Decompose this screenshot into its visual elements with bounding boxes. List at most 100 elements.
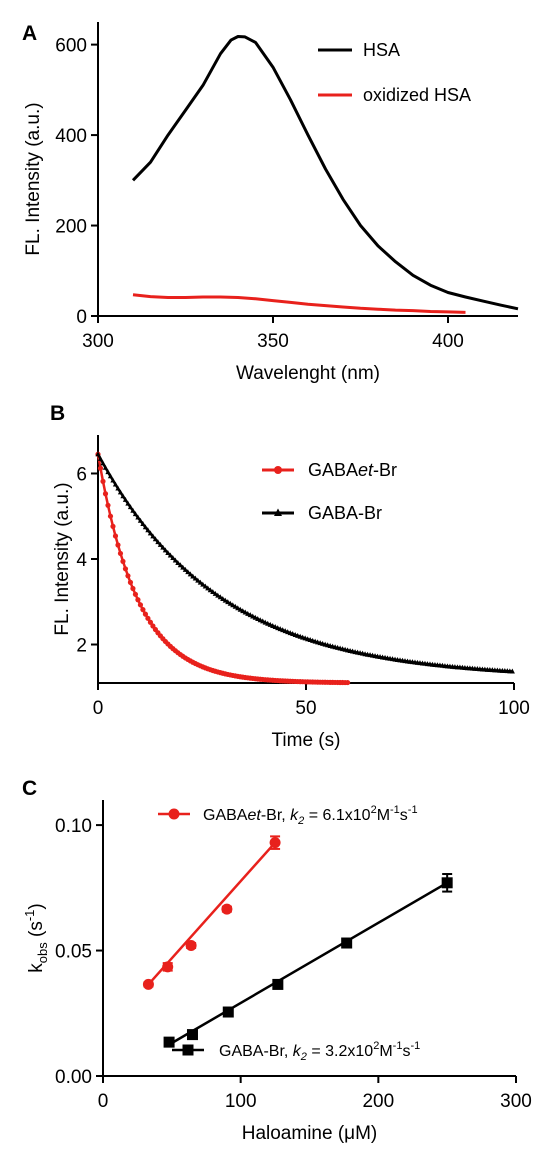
panel-b-point: [147, 530, 154, 536]
panel-b-point: [232, 603, 238, 609]
panel-c-x-tick-label: 100: [225, 1091, 257, 1112]
panel-b-point: [120, 558, 126, 564]
panel-b-point: [132, 511, 139, 517]
panel-b-point: [162, 547, 168, 553]
panel-c-point: [185, 940, 197, 952]
panel-b-point: [167, 552, 173, 558]
panel-b-point: [202, 583, 208, 589]
panel-b-point: [117, 550, 124, 557]
panel-a-series-line: [131, 35, 519, 311]
panel-b-point: [152, 536, 159, 542]
panel-b-point: [140, 521, 146, 527]
panel-b-point: [225, 599, 231, 605]
panel-b-legend-marker: [274, 466, 282, 474]
panel-b-point: [107, 473, 114, 479]
panel-b-point: [120, 493, 126, 499]
panel-b-point: [125, 500, 131, 506]
panel-c-point: [441, 877, 453, 889]
panel-b-point: [160, 544, 166, 550]
panel-b-point: [185, 569, 191, 575]
panel-b-point: [130, 507, 136, 513]
panel-b-point: [135, 597, 141, 603]
panel-b-point: [145, 527, 151, 533]
panel-b-point: [195, 577, 201, 583]
panel-c-x-tick-label: 200: [362, 1091, 394, 1112]
panel-a-x-tick-label: 350: [257, 331, 289, 352]
panel-a-x-axis-title: Wavelenght (nm): [236, 363, 380, 384]
panel-b-point: [170, 555, 176, 561]
panel-a-axes: [91, 22, 518, 323]
panel-c-point: [142, 978, 154, 990]
panel-b-point: [180, 564, 186, 570]
panel-c-point: [222, 1006, 234, 1018]
panel-a-y-tick-label: 0: [76, 307, 87, 328]
panel-c-letter: C: [22, 777, 37, 800]
panel-a-series-line: [132, 293, 466, 314]
panel-b-point: [105, 469, 111, 475]
panel-b-point: [172, 557, 178, 563]
panel-b-point: [97, 465, 104, 471]
panel-b-point: [155, 539, 161, 545]
panel-b-point: [107, 513, 114, 519]
panel-b-point: [200, 581, 206, 587]
panel-b-point: [175, 559, 181, 565]
panel-b-point: [217, 594, 223, 600]
panel-b-axes: [91, 435, 515, 690]
panel-b-point: [115, 485, 121, 491]
panel-b-point: [190, 573, 196, 579]
panel-c-fit-line: [168, 881, 448, 1046]
panel-b-point: [137, 602, 144, 608]
panel-b-y-tick-label: 2: [76, 636, 87, 657]
panel-b-point: [205, 585, 211, 591]
panel-b-point: [127, 504, 134, 510]
panel-a-x-tick-label: 400: [432, 331, 464, 352]
panel-b-point: [122, 496, 129, 502]
panel-c-fit-line: [147, 841, 277, 986]
panel-c-legend-marker: [182, 1044, 194, 1056]
panel-a-legend-label: oxidized HSA: [363, 85, 471, 105]
panel-c-legend-label: GABA-Br, k2 = 3.2x102M-1s-1: [219, 1040, 420, 1063]
panel-c-y-axis-title: kobs (s-1): [22, 903, 50, 972]
panel-b-point: [165, 549, 171, 555]
panel-b-y-axis-title: FL. Intensity (a.u.): [52, 482, 73, 635]
panel-b-point: [102, 464, 109, 470]
panel-b-point: [122, 566, 129, 572]
panel-b-point: [142, 524, 149, 530]
panel-b-point: [117, 489, 124, 495]
panel-b-point: [509, 668, 515, 674]
panel-b-point: [137, 517, 144, 523]
panel-b-x-tick-label: 0: [93, 698, 104, 719]
panel-b-point: [125, 573, 131, 579]
panel-c-legend-marker: [168, 808, 180, 820]
panel-b-point: [207, 587, 213, 593]
panel-b-point: [157, 541, 163, 547]
panel-b-x-axis-title: Time (s): [272, 730, 341, 751]
panel-b-point: [345, 679, 351, 686]
panel-a-y-tick-label: 200: [55, 217, 87, 238]
panel-b-letter: B: [50, 402, 65, 425]
panel-b: B 0 50 100 2 4 6 Time (s) FL. Intensity (a.u.) G…: [50, 402, 530, 751]
panel-b-point: [177, 562, 183, 568]
panel-b-point: [132, 591, 139, 597]
panel-b-point: [210, 589, 216, 595]
panel-b-point: [222, 597, 228, 603]
panel-b-point: [147, 619, 154, 625]
panel-b-y-tick-label: 6: [76, 464, 87, 485]
panel-b-legend-label: GABAet-Br: [308, 460, 397, 480]
panel-b-point: [115, 542, 121, 548]
panel-a-x-tick-label: 300: [82, 331, 114, 352]
panel-c-point: [269, 837, 281, 849]
panel-b-point: [220, 595, 226, 601]
panel-b-point: [187, 571, 193, 577]
panel-c-point: [162, 961, 174, 973]
panel-c-x-tick-label: 0: [98, 1091, 109, 1112]
panel-c-y-tick-label: 0.05: [55, 942, 92, 963]
panel-b-point: [135, 514, 141, 520]
panel-b-point: [105, 502, 111, 508]
panel-a-legend-label: HSA: [363, 40, 400, 60]
panel-b-point: [182, 566, 188, 572]
panel-a-y-tick-label: 600: [55, 36, 87, 57]
panel-b-point: [110, 523, 116, 529]
panel-b-y-tick-label: 4: [76, 550, 87, 571]
panel-c-legend-label: GABAet-Br, k2 = 6.1x102M-1s-1: [203, 804, 418, 827]
